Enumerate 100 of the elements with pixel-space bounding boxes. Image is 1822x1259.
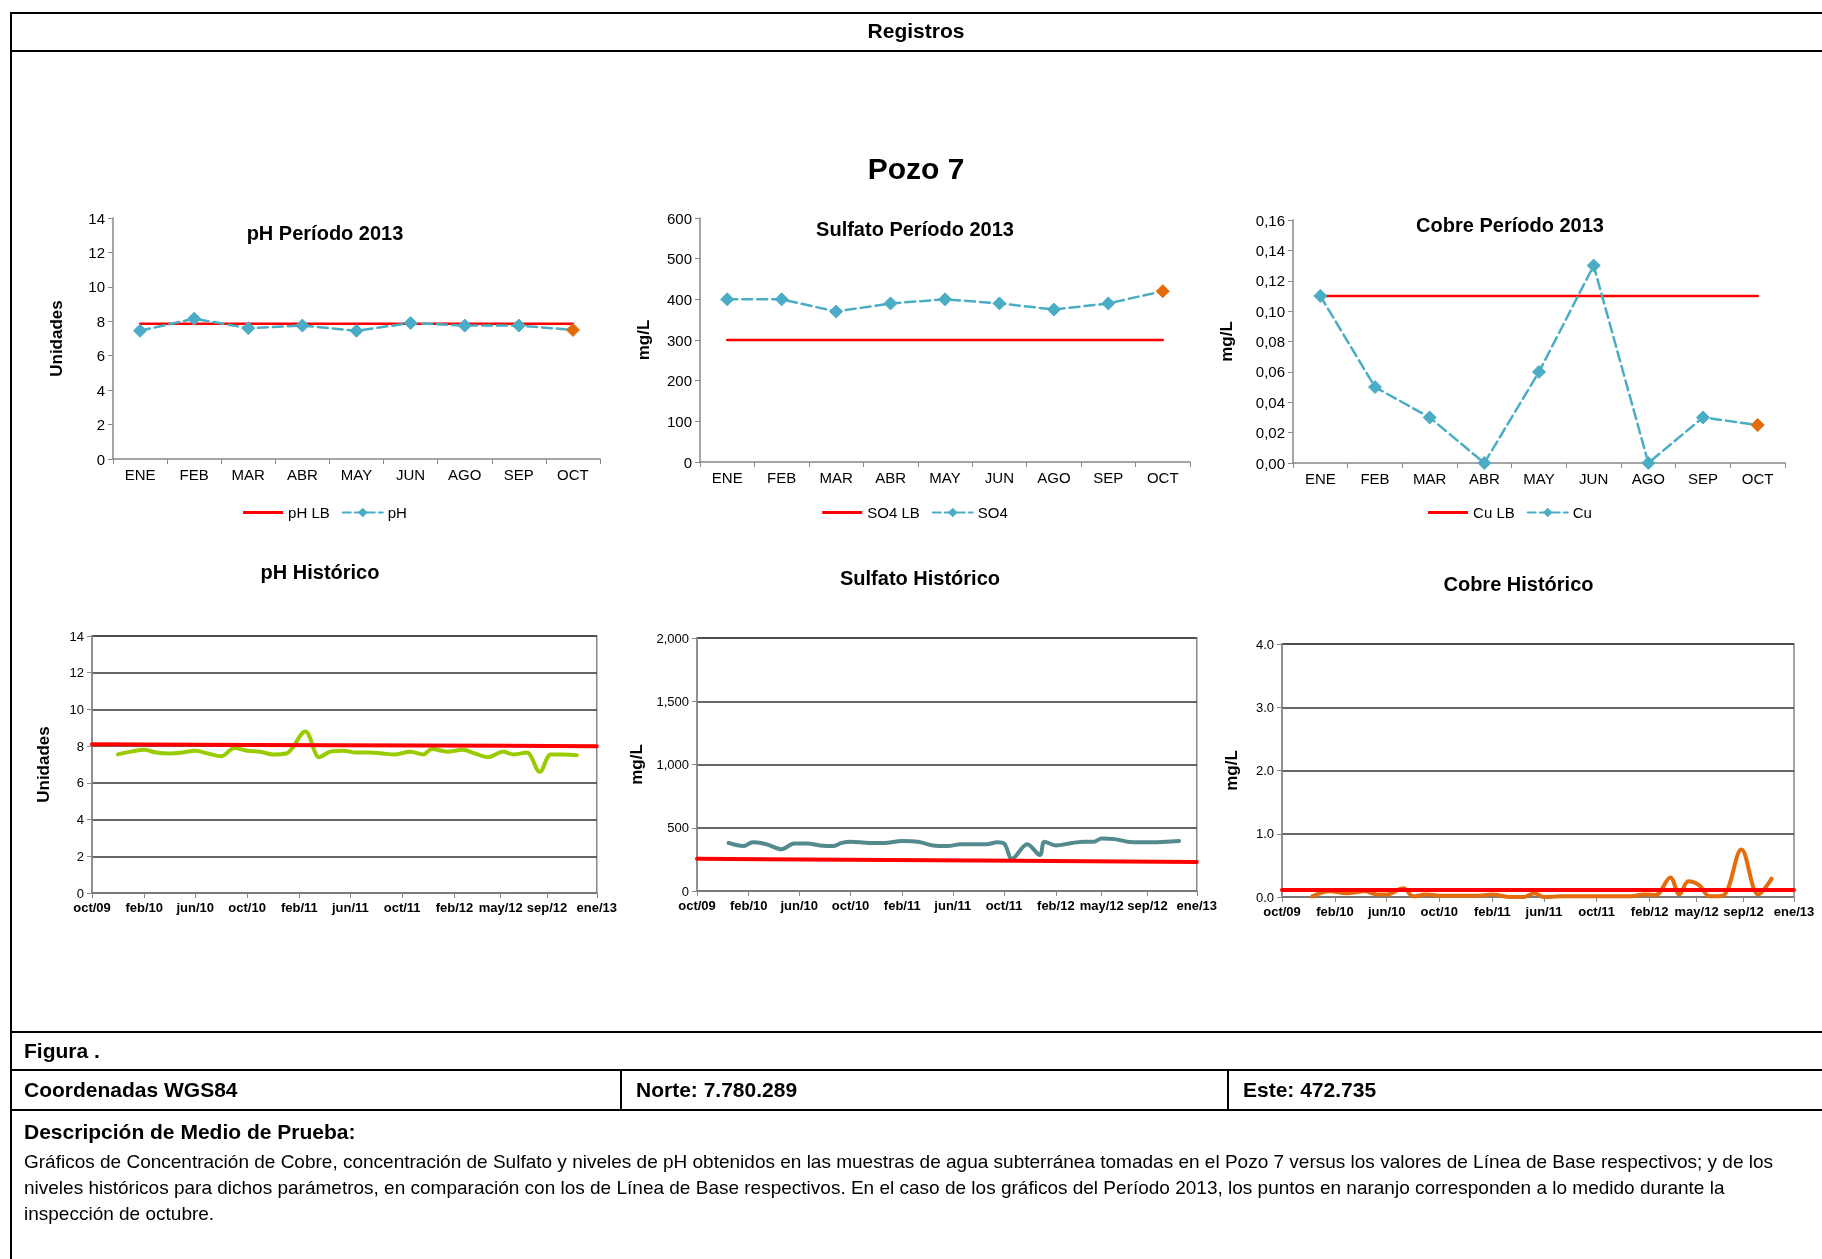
y-axis-title: mg/L <box>1222 750 1241 791</box>
point <box>133 323 148 338</box>
x-tick-label: ABR <box>286 466 318 483</box>
text: Norte: 7.780.289 <box>620 1071 1227 1111</box>
x-tick-label: may/12 <box>1674 904 1719 919</box>
y-tick-label: 200 <box>666 372 692 390</box>
chart-title: Sulfato Período 2013 <box>816 218 1014 240</box>
x-tick-label: feb/11 <box>280 900 318 915</box>
text: Pozo 7 <box>866 151 966 187</box>
x-tick-label: oct/11 <box>1578 904 1616 919</box>
x-tick-label: FEB <box>1360 470 1390 487</box>
y-tick-label: 2 <box>76 848 84 864</box>
legend-label: Cu LB <box>1473 504 1515 521</box>
point <box>187 311 202 326</box>
y-tick-label: 2.0 <box>1255 763 1274 778</box>
x-tick-label: jun/10 <box>175 900 215 915</box>
y-tick-label: 500 <box>667 820 689 836</box>
point <box>1046 302 1061 317</box>
legend-label: SO4 <box>977 504 1008 521</box>
x-tick-label: MAR <box>819 469 853 486</box>
point <box>1696 410 1710 425</box>
point <box>1750 418 1765 433</box>
y-axis-title: mg/L <box>1217 321 1236 362</box>
y-tick-label: 6 <box>76 775 84 791</box>
x-tick-label: SEP <box>1687 470 1719 487</box>
point <box>1422 410 1437 425</box>
x-tick-label: SEP <box>1093 469 1124 486</box>
y-tick-label: 1.0 <box>1255 826 1274 842</box>
x-tick-label: JUN <box>396 466 426 483</box>
point <box>1313 288 1328 303</box>
x-tick-label: JUN <box>1579 470 1609 487</box>
x-tick-label: MAR <box>1412 470 1447 487</box>
y-tick-label: 8 <box>96 312 105 330</box>
x-tick-label: ene/13 <box>576 900 618 915</box>
point <box>241 321 256 336</box>
x-tick-label: may/12 <box>478 900 523 915</box>
y-tick-label: 12 <box>69 665 84 681</box>
text: Coordenadas WGS84 <box>10 1071 620 1111</box>
x-tick-label: sep/12 <box>1127 898 1168 913</box>
y-tick-label: 1,000 <box>656 757 689 772</box>
x-tick-label: feb/12 <box>1630 904 1669 919</box>
point <box>295 318 310 333</box>
x-tick-label: oct/09 <box>678 898 716 913</box>
y-tick-label: 0 <box>76 885 84 901</box>
y-tick-label: 2,000 <box>656 630 689 646</box>
y-tick-label: 100 <box>666 412 692 430</box>
x-tick-label: ENE <box>711 469 743 486</box>
x-tick-label: feb/11 <box>1473 904 1511 919</box>
x-tick-label: OCT <box>557 466 589 483</box>
x-tick-label: SEP <box>503 466 534 483</box>
line-series <box>726 836 1182 861</box>
y-axis-title: Unidades <box>47 300 66 377</box>
chart-title: Sulfato Histórico <box>839 567 1001 589</box>
legend-label: pH LB <box>288 504 330 521</box>
x-tick-label: may/12 <box>1079 898 1124 913</box>
y-tick-label: 4 <box>76 812 84 828</box>
point <box>1155 284 1170 299</box>
point <box>1532 364 1546 379</box>
y-axis-title: mg/L <box>634 319 653 361</box>
legend-label: pH <box>387 504 407 521</box>
x-tick-label: oct/09 <box>73 900 111 915</box>
x-tick-label: ene/13 <box>1176 898 1218 913</box>
point <box>1368 380 1382 395</box>
x-tick-label: oct/10 <box>831 898 870 913</box>
y-tick-label: 0,04 <box>1255 393 1285 411</box>
y-tick-label: 8 <box>76 738 84 754</box>
y-tick-label: 1,500 <box>656 693 689 709</box>
point <box>774 292 789 307</box>
x-tick-label: oct/11 <box>985 898 1023 913</box>
x-tick-label: OCT <box>1146 469 1179 486</box>
y-tick-label: 2 <box>96 416 105 434</box>
x-tick-label: MAY <box>1523 470 1555 487</box>
legend-label: Cu <box>1572 504 1592 521</box>
x-tick-label: feb/10 <box>1316 904 1354 919</box>
y-tick-label: 10 <box>69 701 84 717</box>
y-tick-label: 14 <box>88 209 105 227</box>
x-tick-label: oct/09 <box>1263 904 1301 919</box>
y-tick-label: 0 <box>681 883 689 899</box>
x-tick-label: OCT <box>1741 470 1774 487</box>
x-tick-label: JUN <box>984 469 1015 486</box>
y-tick-label: 500 <box>666 250 692 268</box>
y-tick-label: 4.0 <box>1255 636 1274 652</box>
y-tick-label: 0,14 <box>1255 241 1285 259</box>
x-tick-label: MAY <box>340 466 373 483</box>
point <box>403 316 418 331</box>
legend-label: SO4 LB <box>867 504 920 521</box>
x-tick-label: ABR <box>875 469 907 486</box>
point <box>1101 296 1116 311</box>
x-tick-label: MAY <box>929 469 961 486</box>
text: Gráficos de Concentración de Cobre, concentración de Sulfato y niveles de pH obtenidos en las muestras de agua subterránea tomadas en el Pozo 7 versus los valores de Línea de Base respectivos; y de los niveles históricos para dichos parámetros, en comparación con los de Línea de Base respectivos. En el caso de los gráficos del Período 2013, los puntos en naranjo corresponden a lo medido durante la inspección de octubre. <box>23 1150 1775 1227</box>
x-tick-label: feb/10 <box>729 898 768 913</box>
point <box>938 292 952 307</box>
y-tick-label: 3.0 <box>1255 699 1274 715</box>
point <box>992 296 1007 311</box>
x-tick-label: jun/10 <box>1366 904 1406 919</box>
y-tick-label: 0,16 <box>1255 211 1285 229</box>
x-tick-label: feb/12 <box>1037 898 1075 913</box>
point <box>511 318 526 333</box>
text: Este: 472.735 <box>1227 1071 1822 1111</box>
y-tick-label: 10 <box>88 278 105 296</box>
